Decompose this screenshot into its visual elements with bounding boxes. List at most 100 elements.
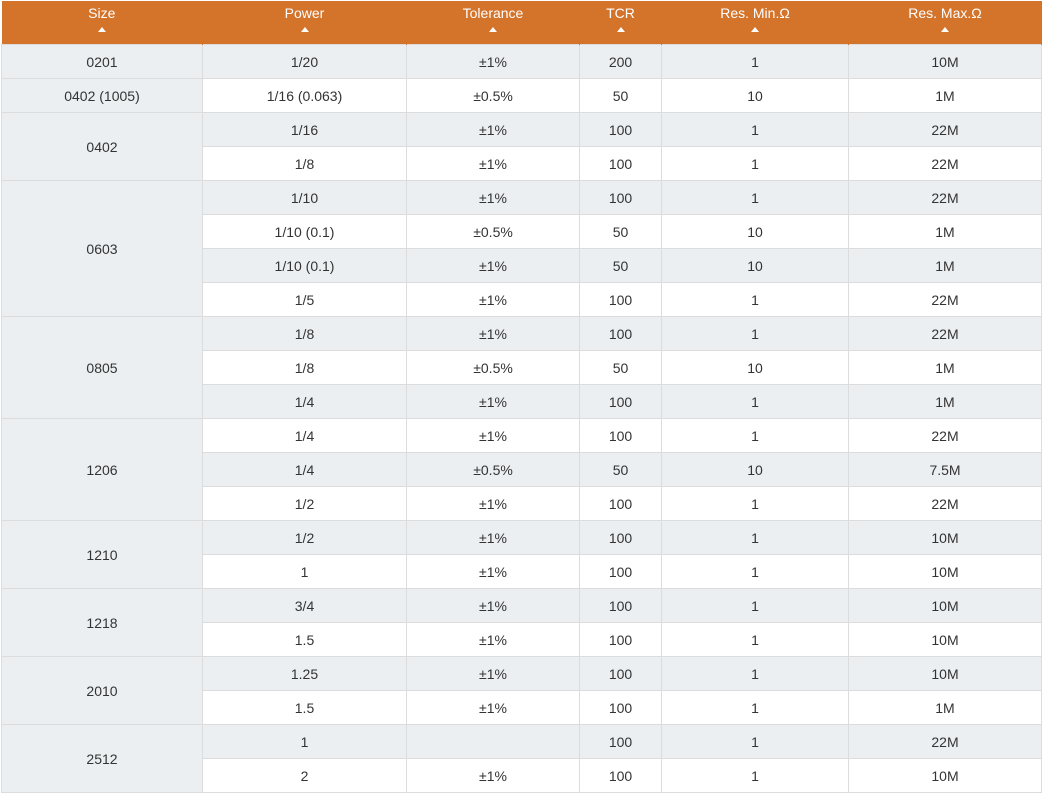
power-cell: 2 [202, 758, 407, 793]
res-max-cell: 10M [848, 44, 1042, 79]
tolerance-cell: ±1% [406, 690, 580, 725]
tolerance-cell: ±1% [406, 180, 580, 215]
power-cell: 1/16 (0.063) [202, 78, 407, 113]
tolerance-cell: ±1% [406, 44, 580, 79]
res-max-cell: 22M [848, 486, 1042, 521]
header-row: Size Power Tolerance TCR Res. Min.Ω Res.… [1, 1, 1042, 45]
column-header-label: Size [88, 5, 116, 21]
res-max-cell: 10M [848, 520, 1042, 555]
tcr-cell: 50 [579, 350, 662, 385]
size-cell: 0201 [1, 44, 203, 79]
res-min-cell: 1 [661, 588, 849, 623]
res-min-cell: 10 [661, 452, 849, 487]
power-cell: 1 [202, 724, 407, 759]
column-header-label: Power [284, 5, 325, 21]
power-cell: 1.25 [202, 656, 407, 691]
res-min-cell: 1 [661, 554, 849, 589]
tcr-cell: 100 [579, 724, 662, 759]
res-max-cell: 1M [848, 690, 1042, 725]
res-max-cell: 22M [848, 724, 1042, 759]
tcr-cell: 50 [579, 452, 662, 487]
power-cell: 1.5 [202, 690, 407, 725]
res-max-cell: 1M [848, 214, 1042, 249]
sort-ascending-icon [751, 27, 759, 32]
table-row: 1.5 ±1% 100 1 10M [2, 622, 1042, 657]
res-max-cell: 22M [848, 418, 1042, 453]
table-row: 1218 3/4 ±1% 100 1 10M [1, 588, 1042, 657]
tolerance-cell: ±0.5% [406, 452, 580, 487]
size-cell: 2512 [1, 724, 203, 793]
tolerance-cell: ±1% [406, 588, 580, 623]
size-cell: 1210 [1, 520, 203, 589]
size-cell: 2010 [1, 656, 203, 725]
sort-column-tcr[interactable]: TCR [579, 1, 662, 45]
tcr-cell: 100 [579, 622, 662, 657]
table-row: 1/8 ±0.5% 50 10 1M [2, 350, 1042, 385]
tolerance-cell: ±1% [406, 758, 580, 793]
size-cell: 1206 [1, 418, 203, 521]
res-min-cell: 1 [661, 384, 849, 419]
tolerance-cell: ±0.5% [406, 350, 580, 385]
tcr-cell: 200 [579, 44, 662, 79]
tcr-cell: 50 [579, 248, 662, 283]
column-header-label: Res. Min.Ω [720, 5, 790, 21]
sort-column-res-max[interactable]: Res. Max.Ω [848, 1, 1042, 45]
res-min-cell: 1 [661, 44, 849, 79]
power-cell: 1.5 [202, 622, 407, 657]
table-row: 1/8 ±1% 100 1 22M [2, 146, 1042, 181]
tcr-cell: 100 [579, 520, 662, 555]
power-cell: 3/4 [202, 588, 407, 623]
res-min-cell: 1 [661, 486, 849, 521]
tcr-cell: 100 [579, 554, 662, 589]
tcr-cell: 100 [579, 282, 662, 317]
res-min-cell: 1 [661, 656, 849, 691]
tolerance-cell: ±1% [406, 146, 580, 181]
tcr-cell: 100 [579, 656, 662, 691]
sort-ascending-icon [97, 27, 106, 32]
res-min-cell: 1 [661, 112, 849, 147]
res-max-cell: 22M [848, 112, 1042, 147]
sort-column-size[interactable]: Size [1, 1, 203, 45]
sort-column-power[interactable]: Power [202, 1, 407, 45]
res-max-cell: 7.5M [848, 452, 1042, 487]
sort-column-res-min[interactable]: Res. Min.Ω [661, 1, 849, 45]
res-min-cell: 1 [661, 622, 849, 657]
tolerance-cell: ±1% [406, 622, 580, 657]
tcr-cell: 100 [579, 384, 662, 419]
power-cell: 1/4 [202, 452, 407, 487]
res-max-cell: 1M [848, 78, 1042, 113]
table-header: Size Power Tolerance TCR Res. Min.Ω Res.… [1, 1, 1042, 45]
tcr-cell: 100 [579, 588, 662, 623]
res-min-cell: 1 [661, 690, 849, 725]
table-row: 2010 1.25 ±1% 100 1 10M [1, 656, 1042, 725]
tolerance-cell: ±1% [406, 418, 580, 453]
power-cell: 1/8 [202, 146, 407, 181]
table-row: 1 ±1% 100 1 10M [2, 554, 1042, 589]
res-min-cell: 1 [661, 146, 849, 181]
tolerance-cell: ±1% [406, 282, 580, 317]
tcr-cell: 100 [579, 316, 662, 351]
size-cell: 1218 [1, 588, 203, 657]
power-cell: 1/10 (0.1) [202, 248, 407, 283]
tolerance-cell [406, 724, 580, 759]
sort-column-tolerance[interactable]: Tolerance [406, 1, 580, 45]
res-max-cell: 1M [848, 384, 1042, 419]
tolerance-cell: ±1% [406, 112, 580, 147]
power-cell: 1 [202, 554, 407, 589]
size-cell: 0402 [1, 112, 203, 181]
tcr-cell: 100 [579, 690, 662, 725]
column-header-label: Tolerance [462, 5, 524, 21]
column-header-label: Res. Max.Ω [908, 5, 982, 21]
tcr-cell: 100 [579, 180, 662, 215]
table-body: 0201 1/20 ±1% 200 1 10M 0402 (1005) 1/16 (0.063… [1, 44, 1042, 793]
tolerance-cell: ±1% [406, 248, 580, 283]
res-min-cell: 10 [661, 214, 849, 249]
tcr-cell: 50 [579, 214, 662, 249]
power-cell: 1/4 [202, 384, 407, 419]
table-row: 1/5 ±1% 100 1 22M [2, 282, 1042, 317]
tcr-cell: 100 [579, 486, 662, 521]
res-min-cell: 10 [661, 350, 849, 385]
tcr-cell: 100 [579, 112, 662, 147]
res-max-cell: 10M [848, 758, 1042, 793]
table-row: 1210 1/2 ±1% 100 1 10M [1, 520, 1042, 589]
